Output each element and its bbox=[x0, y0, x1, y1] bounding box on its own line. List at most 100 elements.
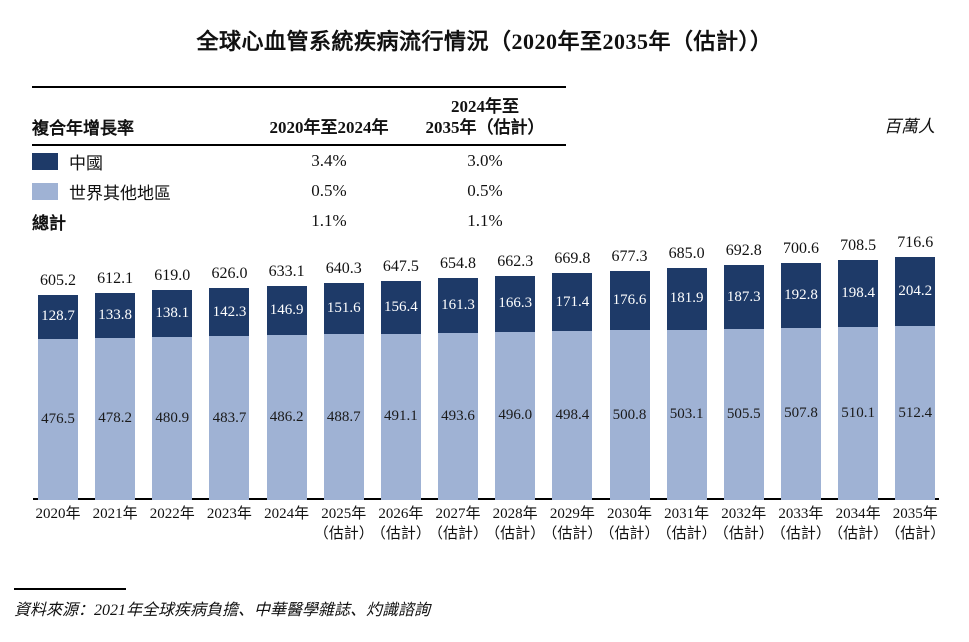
bar-segment-rest-of-world: 480.9 bbox=[152, 337, 193, 500]
bar-segment-rest-of-world: 491.1 bbox=[380, 333, 421, 500]
source-note: 資料來源：2021年全球疾病負擔、中華醫學雜誌、灼識諮詢 bbox=[14, 602, 431, 619]
bar-segment-china: 146.9 bbox=[266, 285, 307, 336]
x-axis-label-estimate: （估計） bbox=[770, 525, 831, 542]
bar-group: 654.8 161.3 493.6 bbox=[438, 255, 479, 500]
bar-segment-rest-of-world: 512.4 bbox=[895, 326, 936, 500]
x-axis-label: 2030年 （估計） bbox=[598, 505, 662, 545]
bar-group: 692.8 187.3 505.5 bbox=[723, 242, 764, 500]
bar-segment-china: 204.2 bbox=[895, 257, 936, 327]
x-axis-label: 2025年 （估計） bbox=[312, 505, 376, 545]
bar-total-label: 626.0 bbox=[211, 264, 248, 282]
cagr-header-period-1: 2020年至2024年 bbox=[269, 118, 389, 138]
bar-total-label: 685.0 bbox=[668, 244, 705, 262]
x-axis-label-estimate: （估計） bbox=[313, 525, 374, 542]
bar-segment-rest-of-world: 498.4 bbox=[552, 331, 593, 500]
bar-segment-rest-of-world: 507.8 bbox=[780, 328, 821, 500]
rest-of-world-color-swatch bbox=[32, 182, 58, 200]
bar-total-label: 612.1 bbox=[97, 269, 134, 287]
bar-total-label: 605.2 bbox=[40, 272, 76, 290]
x-axis-label: 2033年 （估計） bbox=[769, 505, 833, 545]
bar-segment-china: 192.8 bbox=[780, 262, 821, 328]
x-axis-label: 2026年 （估計） bbox=[369, 505, 433, 545]
x-axis-label: 2031年 （估計） bbox=[655, 505, 719, 545]
bar-group: 612.1 133.8 478.2 bbox=[95, 270, 136, 500]
bar-segment-china: 166.3 bbox=[495, 275, 536, 332]
table-row: 總計 1.1% 1.1% bbox=[32, 206, 566, 236]
bar-segment-rest-of-world: 496.0 bbox=[495, 331, 536, 500]
cagr-legend-table: 複合年增長率 2020年至2024年 2024年至 2035年（估計） 中國 3… bbox=[32, 86, 566, 236]
x-axis-label: 2022年 bbox=[149, 506, 195, 522]
bar-segment-china: 142.3 bbox=[209, 287, 250, 337]
bar-group: 647.5 156.4 491.1 bbox=[380, 258, 421, 500]
bar-group: 605.2 128.7 476.5 bbox=[38, 272, 78, 500]
cagr-value: 1.1% bbox=[467, 211, 503, 230]
bar-segment-china: 133.8 bbox=[95, 292, 136, 338]
china-color-swatch bbox=[32, 152, 58, 170]
bar-group: 662.3 166.3 496.0 bbox=[495, 253, 536, 500]
cagr-header-period-2-line1: 2024年至 bbox=[451, 97, 519, 116]
bar-segment-rest-of-world: 493.6 bbox=[438, 332, 479, 500]
legend-label: 總計 bbox=[32, 213, 66, 233]
bar-group: 619.0 138.1 480.9 bbox=[152, 267, 193, 500]
bar-segment-rest-of-world: 510.1 bbox=[838, 327, 879, 500]
bar-segment-china: 156.4 bbox=[380, 280, 421, 334]
x-axis-label: 2021年 bbox=[92, 506, 138, 522]
bar-segment-china: 181.9 bbox=[666, 267, 707, 330]
cagr-value: 3.4% bbox=[311, 151, 347, 170]
table-row: 世界其他地區 0.5% 0.5% bbox=[32, 176, 566, 206]
bar-segment-china: 138.1 bbox=[152, 290, 193, 338]
x-axis-label-estimate: （估計） bbox=[485, 525, 546, 542]
cagr-table-header: 複合年增長率 2020年至2024年 2024年至 2035年（估計） bbox=[32, 86, 566, 146]
cagr-header-label: 複合年增長率 bbox=[32, 118, 134, 138]
bar-group: 716.6 204.2 512.4 bbox=[895, 234, 936, 500]
x-axis-label: 2032年 （估計） bbox=[712, 505, 776, 545]
x-axis-label: 2020年 bbox=[35, 506, 81, 522]
bar-total-label: 654.8 bbox=[440, 255, 477, 273]
x-axis-label-estimate: （估計） bbox=[370, 525, 431, 542]
source-divider-line bbox=[14, 588, 126, 590]
bar-segment-china: 151.6 bbox=[323, 283, 364, 335]
bar-total-label: 677.3 bbox=[611, 247, 648, 265]
bar-segment-china: 171.4 bbox=[552, 273, 593, 332]
x-axis-line bbox=[33, 498, 939, 500]
bar-segment-china: 187.3 bbox=[723, 265, 764, 329]
bar-segment-china: 198.4 bbox=[838, 260, 879, 328]
bar-segment-rest-of-world: 503.1 bbox=[666, 329, 707, 500]
cagr-value: 0.5% bbox=[311, 181, 347, 200]
bar-group: 640.3 151.6 488.7 bbox=[323, 260, 364, 500]
x-axis-label: 2023年 bbox=[206, 506, 252, 522]
bar-segment-rest-of-world: 500.8 bbox=[609, 330, 650, 500]
x-axis-label: 2035年 （估計） bbox=[883, 505, 947, 545]
bar-total-label: 708.5 bbox=[840, 237, 877, 255]
x-axis-label: 2028年 （估計） bbox=[483, 505, 547, 545]
unit-label: 百萬人 bbox=[884, 117, 935, 136]
bar-segment-china: 176.6 bbox=[609, 270, 650, 331]
legend-label: 中國 bbox=[69, 153, 103, 173]
bar-segment-rest-of-world: 483.7 bbox=[209, 336, 250, 500]
bar-group: 633.1 146.9 486.2 bbox=[266, 263, 307, 500]
bar-group: 700.6 192.8 507.8 bbox=[780, 240, 821, 500]
x-axis-label-estimate: （估計） bbox=[428, 525, 489, 542]
x-axis-label: 2029年 （估計） bbox=[540, 505, 604, 545]
cagr-value: 0.5% bbox=[467, 181, 503, 200]
bar-segment-china: 128.7 bbox=[38, 295, 78, 339]
legend-item-rest-of-world: 世界其他地區 bbox=[32, 179, 254, 204]
bar-group: 626.0 142.3 483.7 bbox=[209, 265, 250, 500]
x-axis-label: 2027年 （估計） bbox=[426, 505, 490, 545]
bar-total-label: 640.3 bbox=[325, 260, 362, 278]
x-axis-label-estimate: （估計） bbox=[885, 525, 946, 542]
x-axis-label: 2034年 （估計） bbox=[826, 505, 890, 545]
bar-segment-rest-of-world: 478.2 bbox=[95, 337, 136, 500]
cagr-value: 1.1% bbox=[311, 211, 347, 230]
legend-item-china: 中國 bbox=[32, 149, 254, 174]
bar-total-label: 633.1 bbox=[268, 262, 305, 280]
bar-total-label: 716.6 bbox=[897, 234, 934, 252]
bar-group: 677.3 176.6 500.8 bbox=[609, 248, 650, 500]
legend-item-total: 總計 bbox=[32, 209, 254, 234]
bar-segment-rest-of-world: 476.5 bbox=[38, 338, 78, 500]
x-axis-label-estimate: （估計） bbox=[713, 525, 774, 542]
cagr-header-period-2: 2024年至 2035年（估計） bbox=[404, 96, 566, 139]
bar-segment-rest-of-world: 488.7 bbox=[323, 334, 364, 500]
